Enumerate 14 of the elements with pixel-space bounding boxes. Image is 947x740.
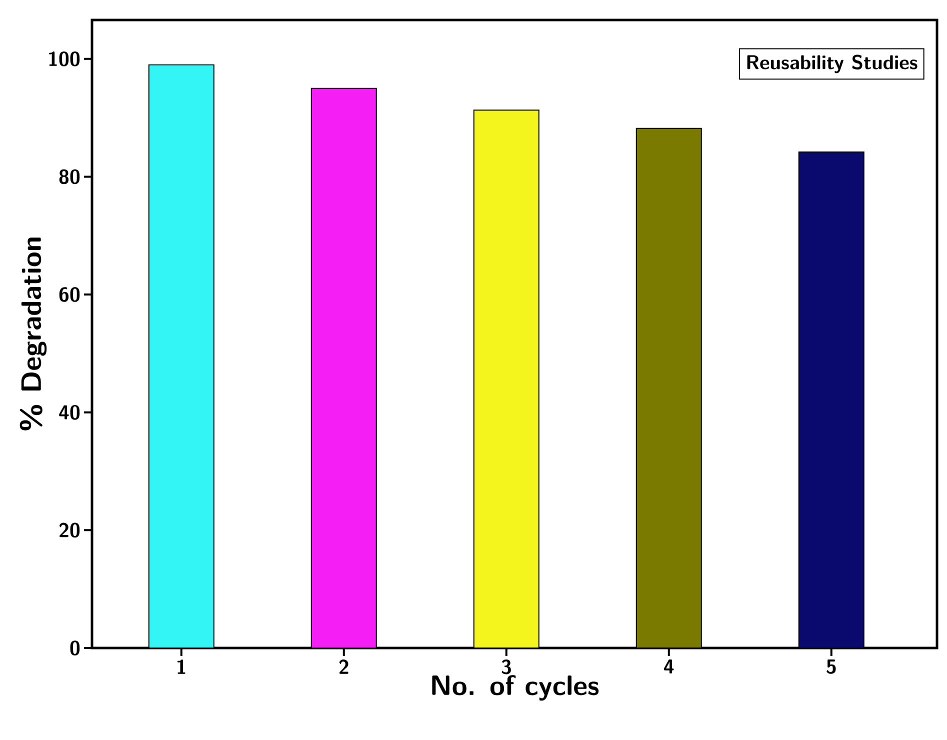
x-tick-label: 3 <box>502 660 511 674</box>
x-axis-title: No. of cycles <box>432 675 599 701</box>
x-tick-label: 1 <box>177 660 186 674</box>
y-tick-label: 80 <box>59 169 80 184</box>
x-tick-label: 2 <box>339 660 348 674</box>
x-tick-label: 4 <box>664 660 674 674</box>
y-tick-label: 20 <box>59 522 80 538</box>
y-tick-label: 0 <box>70 640 80 656</box>
y-tick-label: 100 <box>48 52 80 66</box>
y-tick-label: 40 <box>59 404 80 420</box>
x-tick-label: 5 <box>826 660 836 674</box>
text: Reusability Studies <box>747 54 918 74</box>
y-tick-label: 60 <box>59 287 80 302</box>
y-axis-title: % Degradation <box>20 238 47 430</box>
